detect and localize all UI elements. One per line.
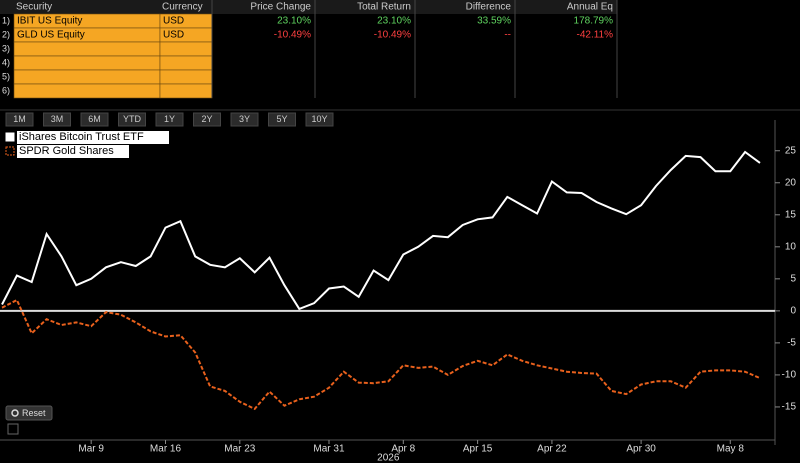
- range-button[interactable]: [80, 112, 109, 127]
- range-button[interactable]: [155, 112, 184, 127]
- range-button[interactable]: [193, 112, 221, 127]
- x-tick-label: Apr 30: [626, 444, 656, 455]
- reset-icon[interactable]: [11, 409, 19, 417]
- y-tick-label: 25: [785, 145, 797, 156]
- range-button[interactable]: [118, 112, 146, 127]
- currency: USD: [163, 30, 184, 41]
- security-cell: [13, 41, 161, 57]
- currency-cell: [159, 83, 213, 99]
- table-header-bg: [0, 0, 617, 14]
- range-button[interactable]: [305, 112, 334, 127]
- x-tick-label: Apr 8: [391, 444, 415, 455]
- legend-label: SPDR Gold Shares: [19, 145, 114, 157]
- range-button-label[interactable]: 5Y: [276, 114, 287, 124]
- table-value: 23.10%: [277, 16, 311, 27]
- range-button-label[interactable]: 3M: [51, 114, 64, 124]
- x-tick-label: Apr 15: [463, 444, 493, 455]
- y-tick-label: -10: [782, 370, 797, 381]
- x-tick-label: Mar 9: [78, 444, 104, 455]
- security: IBIT US Equity: [17, 16, 82, 27]
- table-value: 178.79%: [574, 16, 614, 27]
- zoom-icon[interactable]: [7, 423, 19, 435]
- range-button[interactable]: [5, 112, 34, 127]
- security-cell: [13, 83, 161, 99]
- range-button-label[interactable]: 1Y: [164, 114, 175, 124]
- reset-label[interactable]: Reset: [22, 408, 46, 418]
- range-button-label[interactable]: 6M: [88, 114, 101, 124]
- legend-marker: [5, 146, 15, 156]
- range-button-label[interactable]: 3Y: [239, 114, 250, 124]
- y-tick-label: 20: [785, 177, 797, 188]
- currency: USD: [163, 16, 184, 27]
- table-value: 33.59%: [477, 16, 511, 27]
- row-number: 3): [2, 43, 10, 53]
- y-tick-label: 5: [790, 273, 796, 284]
- security-cell: [13, 55, 161, 71]
- table-header: Currency: [162, 2, 203, 13]
- security: GLD US Equity: [17, 30, 85, 41]
- range-button[interactable]: [43, 112, 71, 127]
- row-number: 6): [2, 85, 10, 95]
- table-value: -10.49%: [374, 30, 411, 41]
- range-button[interactable]: [230, 112, 259, 127]
- table-value: --: [504, 30, 511, 41]
- currency-cell: [159, 41, 213, 57]
- table-value: -10.49%: [274, 30, 311, 41]
- table-header: Price Change: [250, 2, 311, 13]
- y-tick-label: 10: [785, 241, 797, 252]
- legend-label: iShares Bitcoin Trust ETF: [19, 131, 144, 143]
- table-header: Annual Eq: [567, 2, 613, 13]
- row-number: 4): [2, 57, 10, 67]
- reset-button[interactable]: [5, 405, 53, 421]
- table-value: 23.10%: [377, 16, 411, 27]
- x-tick-label: Apr 22: [537, 444, 567, 455]
- range-button[interactable]: [268, 112, 296, 127]
- table-value: -42.11%: [576, 30, 613, 41]
- series-line: [1, 150, 761, 311]
- range-button-label[interactable]: 1M: [13, 114, 26, 124]
- range-button-label[interactable]: YTD: [123, 114, 142, 124]
- range-button-label[interactable]: 2Y: [201, 114, 212, 124]
- x-tick-label: May 8: [717, 444, 745, 455]
- legend-bg: [17, 145, 129, 158]
- series-line: [1, 298, 761, 411]
- y-tick-label: 15: [785, 209, 797, 220]
- table-header: Total Return: [357, 2, 411, 13]
- legend-bg: [17, 131, 169, 144]
- row-number: 5): [2, 71, 10, 81]
- table-header: Security: [16, 2, 52, 13]
- y-tick-label: -15: [782, 402, 797, 413]
- x-tick-label: Mar 16: [150, 444, 182, 455]
- currency-cell: [159, 69, 213, 85]
- row-number: 2): [2, 29, 10, 39]
- y-tick-label: -5: [787, 338, 796, 349]
- x-axis-year: 2026: [377, 453, 400, 463]
- y-tick-label: 0: [790, 306, 796, 317]
- legend-marker: [5, 132, 15, 142]
- row-number: 1): [2, 15, 10, 25]
- x-tick-label: Mar 23: [224, 444, 256, 455]
- security-cell: [13, 69, 161, 85]
- range-button-label[interactable]: 10Y: [311, 114, 327, 124]
- x-tick-label: Mar 31: [313, 444, 345, 455]
- currency-cell: [159, 55, 213, 71]
- table-header: Difference: [466, 2, 512, 13]
